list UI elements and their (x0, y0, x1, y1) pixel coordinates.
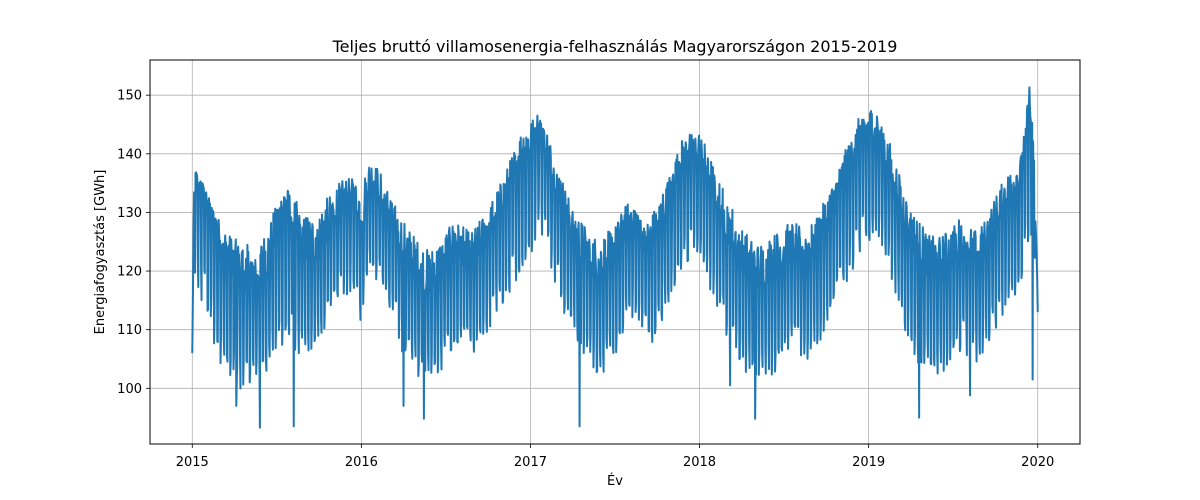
y-tick-label: 120 (117, 265, 142, 280)
y-tick-label: 150 (117, 89, 142, 104)
y-tick-label: 130 (117, 206, 142, 221)
consumption-series-line (191, 86, 1039, 429)
plot-frame (149, 59, 1081, 445)
y-tick-label: 110 (117, 323, 142, 338)
x-axis-label: Év (607, 473, 623, 489)
y-axis: 100 110 120 130 140 150 (117, 89, 150, 397)
x-tick-label: 2015 (176, 455, 209, 470)
data-layer (191, 86, 1039, 429)
x-tick-label: 2017 (514, 455, 547, 470)
x-tick-label: 2019 (852, 455, 885, 470)
y-tick-label: 100 (117, 382, 142, 397)
y-axis-label: Energiafogyasztás [GWh] (93, 170, 108, 335)
x-tick-label: 2016 (345, 455, 378, 470)
x-tick-label: 2020 (1021, 455, 1054, 470)
y-tick-label: 140 (117, 147, 142, 162)
x-axis: 2015 2016 2017 2018 2019 2020 (176, 444, 1054, 470)
x-tick-label: 2018 (683, 455, 716, 470)
chart-title: Teljes bruttó villamosenergia-felhasznál… (332, 37, 898, 56)
